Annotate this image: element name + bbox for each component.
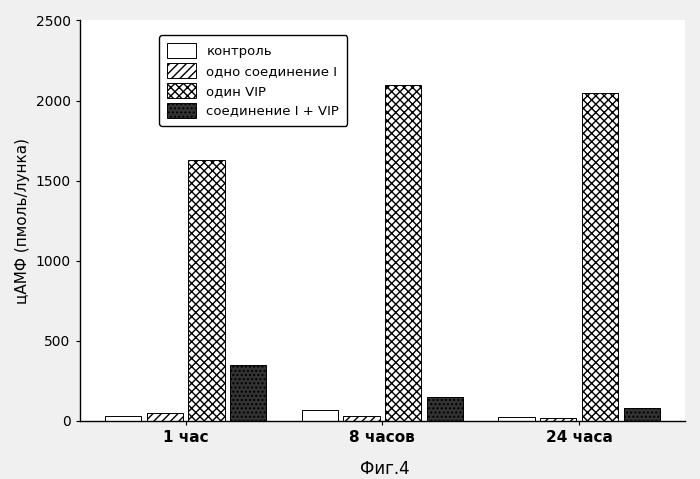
Legend: контроль, одно соединение I, один VIP, соединение I + VIP: контроль, одно соединение I, один VIP, с… (159, 35, 347, 126)
Bar (343, 416, 379, 421)
Bar (230, 365, 267, 421)
Bar (582, 92, 618, 421)
Bar (146, 413, 183, 421)
Bar (540, 418, 576, 421)
Bar (385, 85, 421, 421)
Text: Фиг.4: Фиг.4 (360, 460, 409, 478)
Bar (105, 416, 141, 421)
Bar (498, 417, 535, 421)
Y-axis label: цАМФ (пмоль/лунка): цАМФ (пмоль/лунка) (15, 137, 30, 304)
Bar (188, 160, 225, 421)
Bar (427, 397, 463, 421)
Bar (624, 408, 660, 421)
Bar (302, 410, 338, 421)
